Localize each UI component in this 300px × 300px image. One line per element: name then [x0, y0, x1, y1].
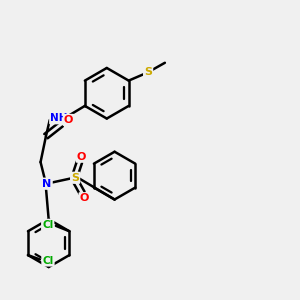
Text: O: O: [64, 115, 73, 125]
Text: N: N: [42, 179, 52, 189]
Text: Cl: Cl: [42, 256, 54, 266]
Text: NH: NH: [50, 113, 68, 123]
Text: S: S: [144, 67, 152, 77]
Text: O: O: [77, 152, 86, 162]
Text: Cl: Cl: [42, 220, 53, 230]
Text: O: O: [80, 193, 89, 203]
Text: S: S: [71, 173, 79, 183]
